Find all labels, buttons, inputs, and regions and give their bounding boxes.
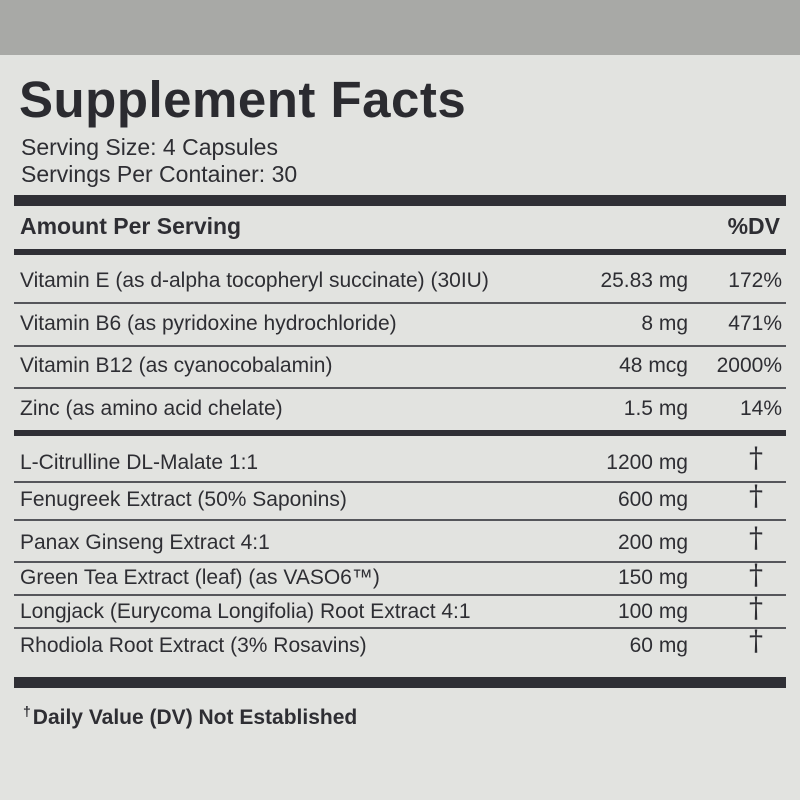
row-divider <box>14 481 786 483</box>
ingredient-name: Rhodiola Root Extract (3% Rosavins) <box>20 634 367 657</box>
serving-size: Serving Size: 4 Capsules <box>21 134 278 160</box>
row-divider <box>14 519 786 521</box>
dagger-symbol: † <box>749 558 763 591</box>
supplement-label <box>0 55 800 800</box>
dagger-symbol: † <box>749 441 763 474</box>
dagger-symbol: † <box>749 521 763 554</box>
row-divider <box>14 594 786 596</box>
footnote-dagger: † <box>23 703 31 719</box>
vitamin-amount: 48 mcg <box>619 354 688 377</box>
vitamin-amount: 8 mg <box>641 312 688 335</box>
ingredient-amount: 100 mg <box>617 600 688 623</box>
vitamin-name: Vitamin B12 (as cyanocobalamin) <box>20 354 333 377</box>
row-divider <box>14 345 786 347</box>
row-divider <box>14 387 786 389</box>
dagger-symbol: † <box>749 479 763 512</box>
ingredient-amount: 200 mg <box>617 531 688 554</box>
ingredient-name: Panax Ginseng Extract 4:1 <box>20 531 270 554</box>
row-divider <box>14 302 786 304</box>
dagger-symbol: † <box>749 624 763 657</box>
header-divider <box>14 249 786 255</box>
dagger-symbol: † <box>749 591 763 624</box>
ingredient-amount: 1200 mg <box>606 451 688 474</box>
amount-per-serving-header: Amount Per Serving <box>20 213 242 239</box>
ingredient-name: Green Tea Extract (leaf) (as VASO6™) <box>20 566 380 589</box>
ingredient-amount: 600 mg <box>617 488 688 511</box>
footnote: †Daily Value (DV) Not Established <box>23 703 357 730</box>
ingredient-amount: 150 mg <box>617 566 688 589</box>
dv-header: %DV <box>727 213 780 239</box>
servings-per-container: Servings Per Container: 30 <box>21 161 298 187</box>
row-divider <box>14 561 786 563</box>
vitamin-dv: 172% <box>728 269 782 292</box>
vitamin-dv: 471% <box>728 312 782 335</box>
vitamin-name: Vitamin E (as d-alpha tocopheryl succina… <box>20 269 489 292</box>
vitamin-amount: 25.83 mg <box>600 269 688 292</box>
vitamin-name: Zinc (as amino acid chelate) <box>20 397 283 420</box>
ingredient-amount: 60 mg <box>629 634 688 657</box>
thick-divider-top <box>14 195 786 206</box>
vitamin-dv: 2000% <box>716 354 782 377</box>
ingredient-name: Fenugreek Extract (50% Saponins) <box>20 488 347 511</box>
ingredient-name: L-Citrulline DL-Malate 1:1 <box>20 451 259 474</box>
vitamin-name: Vitamin B6 (as pyridoxine hydrochloride) <box>20 312 397 335</box>
label-title: Supplement Facts <box>19 71 467 128</box>
ingredient-name: Longjack (Eurycoma Longifolia) Root Extr… <box>20 600 471 623</box>
vitamin-dv: 14% <box>739 397 782 420</box>
section-divider <box>14 430 786 436</box>
footnote-text: Daily Value (DV) Not Established <box>32 706 358 729</box>
row-divider <box>14 627 786 629</box>
thick-divider-bottom <box>14 677 786 688</box>
vitamin-amount: 1.5 mg <box>623 397 688 420</box>
